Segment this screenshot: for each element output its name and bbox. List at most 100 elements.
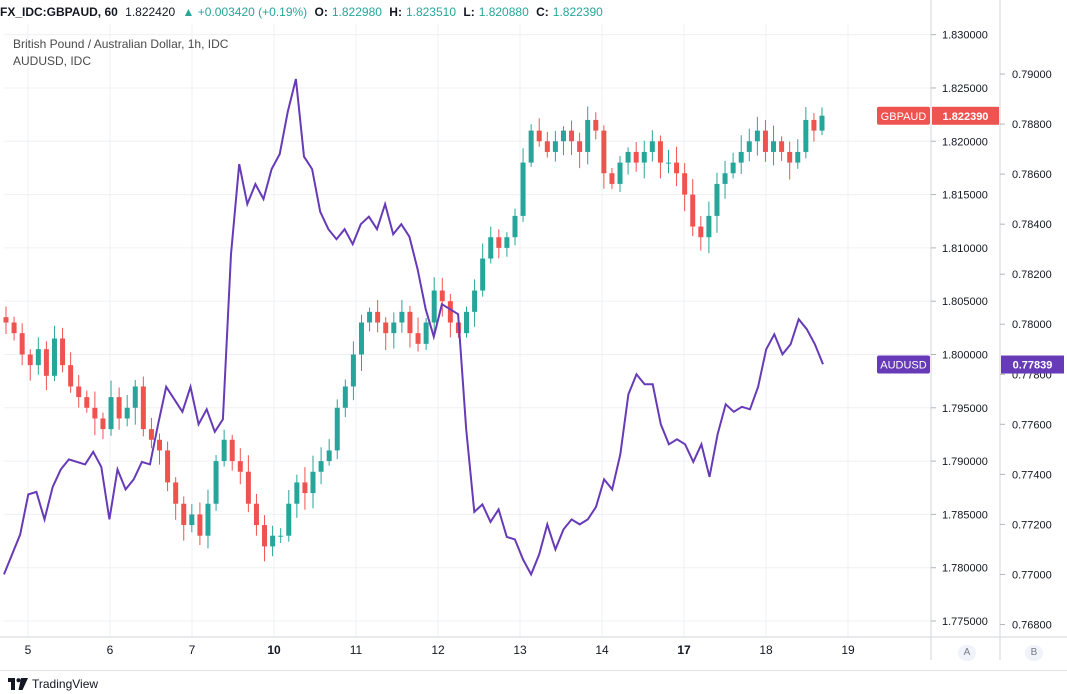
candle-body — [665, 162, 671, 164]
candle-body — [811, 119, 817, 131]
candle-body — [383, 322, 389, 334]
audusd-symbol-tag — [877, 355, 930, 374]
gbpaud-tick-label: 1.820000 — [942, 136, 988, 148]
audusd-tick-label: 0.77000 — [1012, 569, 1052, 581]
time-tick-label: 17 — [677, 643, 691, 657]
gbpaud-tick-label: 1.825000 — [942, 83, 988, 95]
gbpaud-tick-label: 1.795000 — [942, 403, 988, 415]
gbpaud-tick-label: 1.830000 — [942, 30, 988, 42]
candle-body — [27, 354, 33, 366]
candle-body — [92, 407, 98, 419]
candle-body — [181, 503, 187, 526]
candle-body — [197, 514, 203, 536]
candle-body — [593, 119, 599, 131]
audusd-tick-label: 0.78000 — [1012, 319, 1052, 331]
open-label: O: — [314, 5, 328, 19]
candle-body — [464, 311, 470, 334]
audusd-tick-label: 0.77600 — [1012, 419, 1052, 431]
tradingview-logo[interactable]: TradingView — [8, 676, 98, 692]
high-label: H: — [389, 5, 402, 19]
close-label: C: — [536, 5, 549, 19]
candle-body — [342, 386, 348, 408]
candle-body — [229, 439, 235, 462]
candle-body — [771, 141, 777, 152]
candle-body — [682, 173, 688, 195]
gbpaud-price-tag — [932, 106, 999, 125]
candle-body — [173, 482, 179, 504]
candle-body — [787, 151, 793, 163]
candle-body — [310, 471, 316, 494]
price-chart[interactable]: 1.830000 1.825000 1.820000 1.815000 1.810000… — [0, 0, 1067, 670]
audusd-line — [3, 78, 824, 577]
candle-body — [706, 215, 712, 238]
gbpaud-tick-label: 1.785000 — [942, 509, 988, 521]
candle-body — [278, 535, 284, 537]
price-change: ▲ +0.003420 (+0.19%) — [182, 5, 308, 19]
candle-body — [302, 482, 308, 494]
time-tick-label: 18 — [759, 643, 773, 657]
candle-body — [633, 151, 639, 163]
candle-body — [649, 141, 655, 152]
candle-body — [722, 173, 728, 184]
candle-body — [439, 290, 445, 302]
low-label: L: — [463, 5, 475, 19]
candle-body — [270, 535, 276, 547]
candle-body — [35, 349, 41, 366]
close-value: 1.822390 — [552, 5, 603, 19]
audusd-symbol-label: AUDUSD — [880, 360, 927, 372]
candle-body — [165, 450, 171, 483]
scale-b-button[interactable]: B — [1025, 645, 1043, 661]
time-tick-label: 13 — [513, 643, 527, 657]
candle-body — [657, 141, 663, 163]
audusd-tick-label: 0.79000 — [1012, 69, 1052, 81]
symbol-header: FX_IDC:GBPAUD, 60 1.822420 ▲ +0.003420 (… — [0, 0, 1067, 24]
candle-body — [528, 130, 534, 163]
candle-body — [803, 119, 809, 152]
candle-body — [520, 162, 526, 216]
gbpaud-tick-label: 1.775000 — [942, 616, 988, 628]
candle-body — [262, 525, 268, 547]
candle-body — [60, 338, 66, 366]
candle-body — [504, 237, 510, 248]
candle-body — [84, 397, 90, 408]
candle-body — [132, 386, 138, 408]
audusd-tick-label: 0.78800 — [1012, 119, 1052, 131]
scale-a-button[interactable]: A — [958, 645, 976, 661]
candle-body — [795, 151, 801, 163]
symbol-name[interactable]: FX_IDC:GBPAUD, 60 — [0, 5, 118, 19]
gbpaud-candles — [3, 106, 825, 562]
candle-body — [496, 237, 502, 248]
candle-body — [51, 338, 57, 376]
gbpaud-tick-label: 1.810000 — [942, 243, 988, 255]
time-tick-label: 6 — [107, 643, 114, 657]
legend-overlay-series[interactable]: AUDUSD, IDC — [13, 54, 92, 68]
candle-body — [730, 162, 736, 174]
gbpaud-tick-label: 1.805000 — [942, 296, 988, 308]
candle-body — [617, 162, 623, 184]
legend-main-series[interactable]: British Pound / Australian Dollar, 1h, I… — [13, 37, 229, 51]
candle-body — [674, 162, 680, 174]
candle-body — [480, 258, 486, 291]
gbpaud-symbol-label: GBPAUD — [881, 111, 927, 123]
candle-body — [326, 450, 332, 462]
candle-body — [625, 151, 631, 163]
time-tick-label: 7 — [189, 643, 196, 657]
candle-body — [560, 130, 566, 142]
candle-body — [746, 141, 752, 152]
candle-body — [205, 503, 211, 536]
time-tick-label: 10 — [267, 643, 281, 657]
candle-body — [569, 130, 575, 142]
candle-body — [245, 471, 251, 504]
gbpaud-symbol-tag — [877, 106, 930, 125]
audusd-tick-label: 0.77200 — [1012, 519, 1052, 531]
audusd-price-tag — [1001, 355, 1064, 374]
gbpaud-price-axis[interactable]: 1.830000 1.825000 1.820000 1.815000 1.810000… — [931, 30, 988, 628]
audusd-tick-label: 0.76800 — [1012, 619, 1052, 631]
time-axis[interactable]: 5 6 7 10 11 12 13 14 17 18 19 — [25, 643, 855, 657]
candle-body — [3, 317, 9, 323]
candle-body — [350, 354, 356, 387]
candle-body — [431, 290, 437, 323]
candle-body — [253, 503, 259, 526]
gbpaud-tick-label: 1.790000 — [942, 456, 988, 468]
audusd-price-axis[interactable]: 0.79000 0.78800 0.78600 0.78400 0.78200 0.780… — [1000, 69, 1052, 631]
